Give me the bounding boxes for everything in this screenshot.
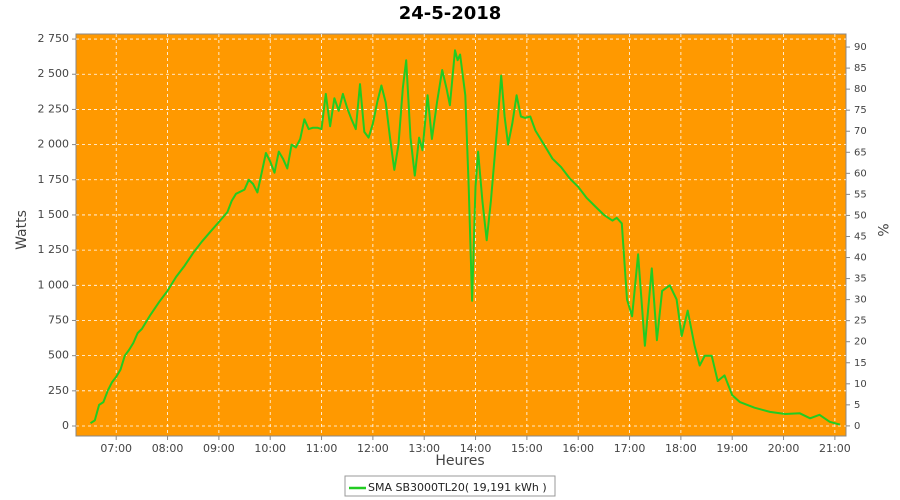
y-tick-label: 250 xyxy=(48,384,69,397)
y2-tick-label: 5 xyxy=(854,400,860,411)
x-tick-label: 19:00 xyxy=(716,442,748,455)
y-tick-label: 2 750 xyxy=(38,32,70,45)
x-tick-label: 10:00 xyxy=(254,442,286,455)
y2-tick-label: 55 xyxy=(854,189,867,200)
x-tick-label: 11:00 xyxy=(306,442,338,455)
y-tick-label: 750 xyxy=(48,313,69,326)
x-tick-label: 18:00 xyxy=(665,442,697,455)
y2-tick-label: 30 xyxy=(854,295,867,306)
y2-tick-label: 70 xyxy=(854,126,867,137)
y2-tick-label: 65 xyxy=(854,147,867,158)
y2-tick-label: 90 xyxy=(854,42,867,53)
x-tick-label: 14:00 xyxy=(460,442,492,455)
series-line xyxy=(89,49,841,426)
x-tick-label: 21:00 xyxy=(819,442,851,455)
y2-tick-label: 40 xyxy=(854,253,867,264)
y2-tick-label: 50 xyxy=(854,210,867,221)
x-tick-label: 17:00 xyxy=(614,442,646,455)
y2-axis-title: % xyxy=(874,223,890,236)
x-tick-label: 12:00 xyxy=(357,442,389,455)
x-tick-label: 07:00 xyxy=(100,442,132,455)
y2-tick-label: 60 xyxy=(854,168,867,179)
y-tick-label: 1 250 xyxy=(38,243,70,256)
x-axis-title: Heures xyxy=(435,453,484,469)
chart-title: 24-5-2018 xyxy=(399,3,502,24)
y2-tick-label: 25 xyxy=(854,316,867,327)
y2-tick-label: 10 xyxy=(854,379,867,390)
y2-tick-label: 80 xyxy=(854,84,867,95)
y-tick-label: 2 500 xyxy=(38,67,70,80)
x-tick-label: 16:00 xyxy=(562,442,594,455)
y-tick-label: 0 xyxy=(62,419,69,432)
y2-tick-label: 0 xyxy=(854,421,860,432)
legend-box xyxy=(344,475,556,497)
x-tick-label: 20:00 xyxy=(768,442,800,455)
x-tick-label: 09:00 xyxy=(203,442,235,455)
y-tick-label: 2 250 xyxy=(38,102,70,115)
x-tick-label: 08:00 xyxy=(152,442,184,455)
y2-tick-label: 15 xyxy=(854,358,867,369)
y2-tick-label: 85 xyxy=(854,63,867,74)
x-tick-label: 13:00 xyxy=(408,442,440,455)
y-tick-label: 1 750 xyxy=(38,173,70,186)
y2-tick-label: 45 xyxy=(854,231,867,242)
legend-label: SMA SB3000TL20( 19,191 kWh ) xyxy=(368,481,547,494)
x-tick-label: 15:00 xyxy=(511,442,543,455)
y-tick-label: 1 500 xyxy=(38,208,70,221)
y2-tick-label: 75 xyxy=(854,105,867,116)
y-tick-label: 1 000 xyxy=(38,278,70,291)
y-axis-title: Watts xyxy=(14,210,30,250)
y2-tick-label: 35 xyxy=(854,274,867,285)
plot-area xyxy=(75,33,847,437)
y-tick-label: 500 xyxy=(48,349,69,362)
y2-tick-label: 20 xyxy=(854,337,867,348)
y-tick-label: 2 000 xyxy=(38,138,70,151)
